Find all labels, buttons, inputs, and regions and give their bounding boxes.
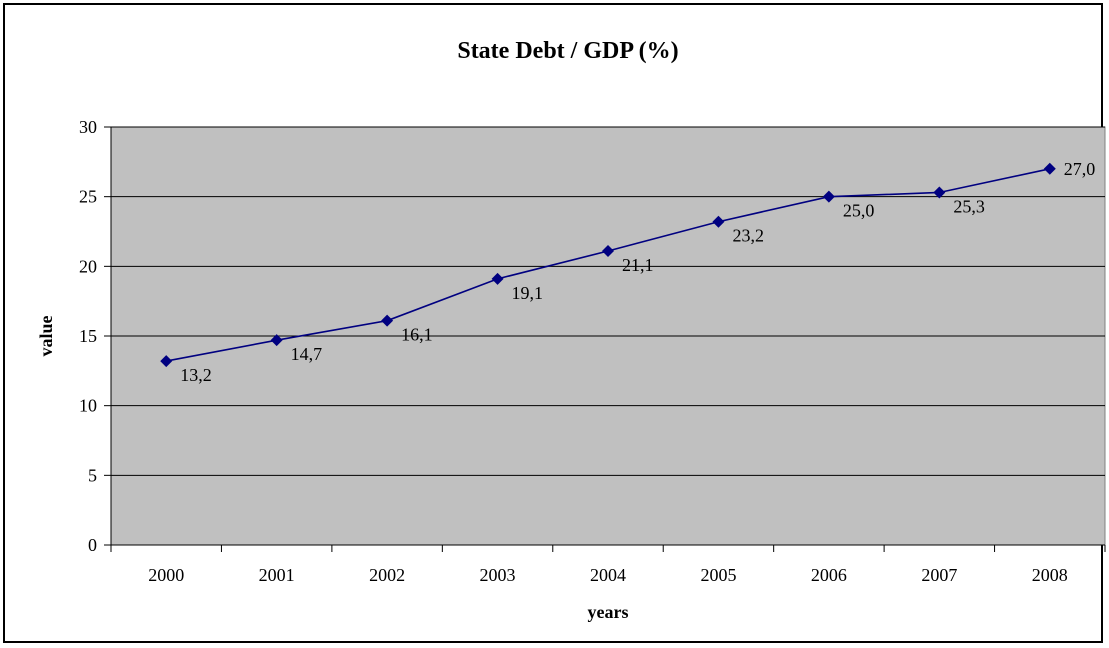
x-axis-ticks: 2000 2001 2002 2003 2004 2005 2006 2007 2008	[110, 545, 1106, 585]
data-point	[160, 355, 173, 368]
data-point	[822, 190, 835, 203]
series: 13,2 14,7 16,1 19,1 21,1 23,2 25,0 25,3 27,0	[160, 159, 1095, 385]
x-axis-label: years	[588, 602, 629, 622]
y-tick-label: 30	[79, 117, 97, 137]
data-point	[270, 334, 283, 347]
data-label: 27,0	[1064, 159, 1096, 179]
data-point	[602, 245, 614, 258]
data-label: 16,1	[401, 325, 433, 345]
y-tick-label: 25	[79, 187, 97, 207]
data-label: 23,2	[732, 226, 764, 246]
data-label: 14,7	[291, 344, 323, 364]
data-label: 19,1	[512, 283, 544, 303]
data-point	[491, 272, 504, 285]
x-tick-label: 2008	[1032, 565, 1068, 585]
y-tick-label: 15	[79, 326, 97, 346]
x-tick-label: 2005	[700, 565, 736, 585]
x-tick-label: 2007	[921, 565, 957, 585]
x-tick-label: 2001	[259, 565, 295, 585]
y-tick-label: 0	[88, 535, 97, 555]
data-label: 25,0	[843, 201, 875, 221]
y-axis-ticks: 0 5 10 15 20 25 30	[79, 117, 111, 555]
x-tick-label: 2004	[590, 565, 626, 585]
data-label: 13,2	[180, 365, 212, 385]
x-tick-label: 2000	[148, 565, 184, 585]
data-point	[933, 186, 946, 199]
data-label: 25,3	[953, 196, 985, 216]
data-label: 21,1	[622, 255, 654, 275]
y-tick-label: 20	[79, 256, 97, 276]
data-point	[1043, 162, 1056, 175]
data-point	[712, 215, 725, 228]
y-axis-label: value	[36, 315, 56, 356]
data-point	[381, 314, 394, 327]
y-tick-label: 5	[88, 465, 97, 485]
chart-title: State Debt / GDP (%)	[457, 38, 678, 64]
y-tick-label: 10	[79, 396, 97, 416]
x-tick-label: 2003	[480, 565, 516, 585]
x-tick-label: 2006	[811, 565, 847, 585]
x-tick-label: 2002	[369, 565, 405, 585]
